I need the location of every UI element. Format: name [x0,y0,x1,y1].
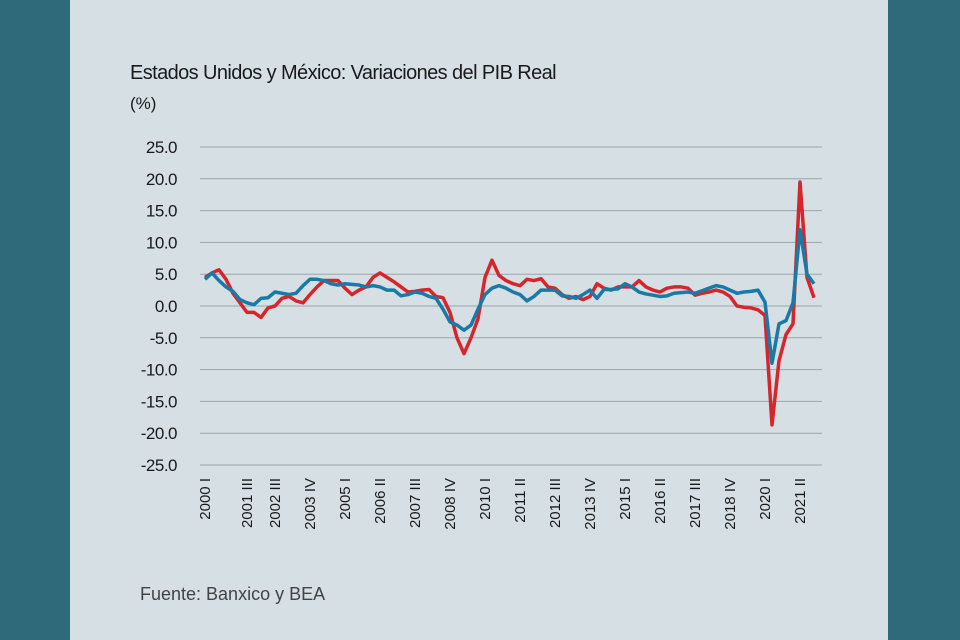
x-tick-label: 2007 III [407,478,424,528]
x-tick-label: 2008 IV [442,478,459,530]
x-tick-label: 2020 I [757,478,774,520]
x-tick-label: 2005 I [337,478,354,520]
x-tick-label: 2015 I [617,478,634,520]
x-tick-label: 2021 II [792,478,809,524]
chart-title: Estados Unidos y México: Variaciones del… [130,62,556,84]
x-tick-label: 2003 IV [302,478,319,530]
x-tick-label: 2006 II [372,478,389,524]
data-line [204,180,816,427]
y-tick-label: 10.0 [146,233,177,252]
y-axis-label: (%) [130,94,156,113]
x-tick-label: 2001 III [239,478,256,528]
y-tick-label: 25.0 [146,138,177,157]
y-tick-label: 5.0 [155,265,177,284]
y-tick-label: 15.0 [146,202,177,221]
x-tick-label: 2018 IV [722,478,739,530]
source-note: Fuente: Banxico y BEA [140,584,325,604]
data-line [203,227,816,365]
x-tick-label: 2017 III [687,478,704,528]
x-tick-label: 2010 I [477,478,494,520]
y-tick-label: 20.0 [146,170,177,189]
x-tick-label: 2000 I [197,478,214,520]
x-tick-label: 2011 II [512,478,529,523]
y-tick-label: -10.0 [141,361,177,380]
x-tick-label: 2013 IV [582,478,599,530]
x-tick-label: 2002 III [267,478,284,528]
y-tick-label: -20.0 [141,424,177,443]
y-tick-label: -5.0 [150,329,177,348]
y-tick-label: -15.0 [141,392,177,411]
x-tick-label: 2016 II [652,478,669,524]
y-tick-label: -25.0 [141,456,177,475]
x-tick-label: 2012 III [547,478,564,528]
y-tick-label: 0.0 [155,297,177,316]
